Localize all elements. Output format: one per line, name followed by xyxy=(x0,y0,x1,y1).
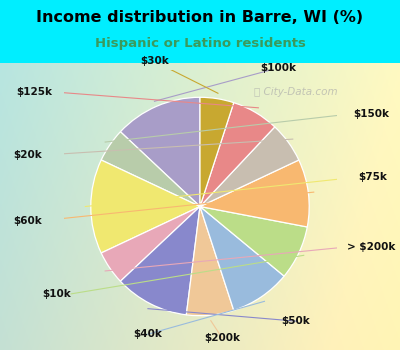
Wedge shape xyxy=(200,206,284,310)
Text: $10k: $10k xyxy=(42,289,71,299)
Text: $100k: $100k xyxy=(261,63,297,73)
Wedge shape xyxy=(200,206,307,276)
Wedge shape xyxy=(200,160,309,227)
Text: ⓘ City-Data.com: ⓘ City-Data.com xyxy=(254,87,338,97)
Text: $60k: $60k xyxy=(13,216,42,226)
Wedge shape xyxy=(200,103,275,206)
Text: > $200k: > $200k xyxy=(348,242,396,252)
Wedge shape xyxy=(91,160,200,253)
Text: $75k: $75k xyxy=(358,172,387,182)
Text: $150k: $150k xyxy=(353,109,389,119)
Wedge shape xyxy=(101,132,200,206)
Text: $20k: $20k xyxy=(13,150,42,160)
Text: $50k: $50k xyxy=(282,316,310,326)
Wedge shape xyxy=(186,206,234,316)
Text: Hispanic or Latino residents: Hispanic or Latino residents xyxy=(94,37,306,50)
Text: $125k: $125k xyxy=(16,87,52,97)
Wedge shape xyxy=(101,206,200,281)
Wedge shape xyxy=(200,127,299,206)
Text: $40k: $40k xyxy=(133,329,162,339)
Text: Income distribution in Barre, WI (%): Income distribution in Barre, WI (%) xyxy=(36,10,364,25)
Wedge shape xyxy=(120,97,200,206)
Text: $30k: $30k xyxy=(140,56,168,66)
Wedge shape xyxy=(200,97,234,206)
Text: $200k: $200k xyxy=(204,332,240,343)
Wedge shape xyxy=(120,206,200,315)
